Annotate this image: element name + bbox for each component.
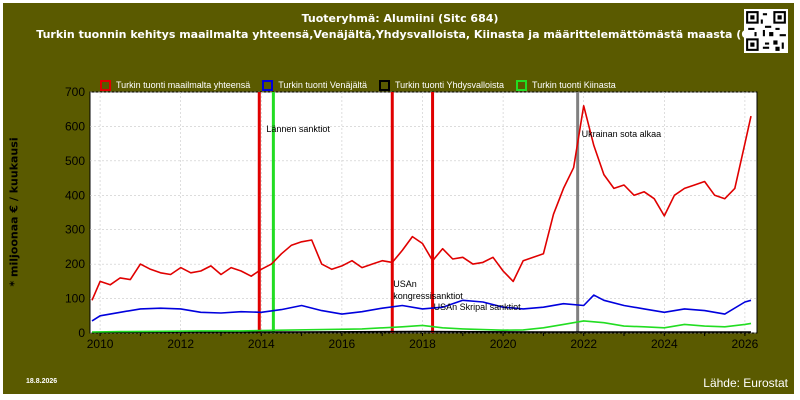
series-line bbox=[91, 105, 752, 301]
chart-subtitle: Turkin tuonnin kehitys maailmalta yhteen… bbox=[36, 28, 764, 41]
y-tick-label: 700 bbox=[65, 85, 85, 99]
y-tick-label: 400 bbox=[65, 188, 85, 202]
y-tick-label: 200 bbox=[65, 257, 85, 271]
chart-legend: Turkin tuonti maailmalta yhteensä Turkin … bbox=[100, 78, 616, 92]
legend-item: Turkin tuonti Yhdysvalloista bbox=[378, 78, 505, 92]
legend-swatch bbox=[378, 79, 390, 91]
series-line bbox=[91, 294, 752, 322]
series-line bbox=[91, 320, 752, 333]
chart-title: Tuoteryhmä: Alumiini (Sitc 684) bbox=[301, 12, 499, 25]
x-tick-label: 2024 bbox=[651, 337, 678, 351]
legend-item: Turkin tuonti Kiinasta bbox=[516, 78, 616, 92]
x-tick-label: 2026 bbox=[732, 337, 759, 351]
legend-label: Turkin tuonti Kiinasta bbox=[532, 80, 616, 90]
y-tick-label: 600 bbox=[65, 119, 85, 133]
y-tick-label: 500 bbox=[65, 154, 85, 168]
event-label: USAn Skripal sanktiot bbox=[434, 302, 522, 312]
x-tick-label: 2014 bbox=[248, 337, 275, 351]
footer-source: Lähde: Eurostat bbox=[703, 376, 788, 390]
x-tick-label: 2016 bbox=[329, 337, 356, 351]
event-label: kongressisanktiot bbox=[393, 291, 463, 301]
y-tick-label: 0 bbox=[78, 326, 85, 340]
legend-item: Turkin tuonti Venäjältä bbox=[262, 78, 367, 92]
x-tick-label: 2022 bbox=[570, 337, 597, 351]
legend-swatch bbox=[262, 79, 274, 91]
footer-date: 18.8.2026 bbox=[26, 378, 58, 385]
legend-label: Turkin tuonti Yhdysvalloista bbox=[394, 80, 505, 90]
x-tick-label: 2010 bbox=[87, 337, 114, 351]
qr-code-icon bbox=[744, 9, 788, 53]
x-tick-label: 2012 bbox=[167, 337, 194, 351]
x-tick-label: 2020 bbox=[490, 337, 517, 351]
event-label: Lännen sanktiot bbox=[266, 124, 330, 134]
legend-swatch bbox=[516, 79, 528, 91]
legend-item: Turkin tuonti maailmalta yhteensä bbox=[100, 78, 250, 92]
event-label: USAn bbox=[393, 279, 417, 289]
y-tick-label: 100 bbox=[65, 292, 85, 306]
legend-swatch bbox=[100, 79, 111, 91]
legend-label: Turkin tuonti Venäjältä bbox=[278, 80, 367, 90]
y-tick-label: 300 bbox=[65, 223, 85, 237]
event-label: Ukrainan sota alkaa bbox=[582, 129, 662, 139]
legend-label: Turkin tuonti maailmalta yhteensä bbox=[116, 80, 251, 90]
x-tick-label: 2018 bbox=[409, 337, 436, 351]
plot-area bbox=[89, 91, 758, 334]
series-line bbox=[91, 330, 751, 334]
